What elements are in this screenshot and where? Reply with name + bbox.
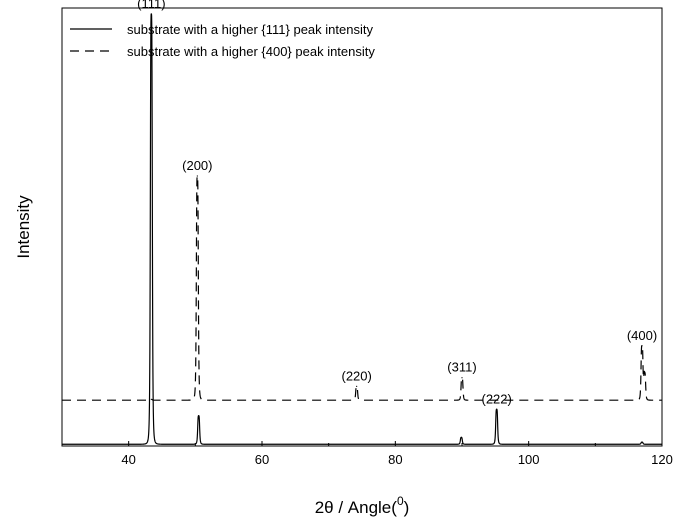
peak-label: (311): [447, 360, 476, 375]
x-tick-label: 100: [518, 452, 540, 467]
peak-point: [196, 175, 198, 177]
peak-label: (400): [627, 328, 657, 343]
x-axis-title: 2θ / Angle(0): [315, 494, 410, 517]
peak-point: [356, 385, 358, 387]
series-line-1: [62, 13, 662, 445]
legend: substrate with a higher {111} peak inten…: [70, 22, 375, 59]
plot-frame: [61, 7, 663, 447]
x-axis-ticks: 40 60 80 100 120: [61, 441, 673, 467]
x-tick-label: 40: [121, 452, 135, 467]
legend-label-2: substrate with a higher {400} peak inten…: [127, 44, 375, 59]
y-axis-title: Intensity: [14, 195, 33, 259]
x-axis-title-main: 2θ / Angle(: [315, 498, 398, 517]
legend-label-1: substrate with a higher {111} peak inten…: [127, 22, 373, 37]
peak-point: [644, 372, 646, 375]
peak-point: [150, 398, 152, 400]
peak-label: (220): [341, 368, 371, 383]
data-layer: [62, 13, 662, 445]
x-tick-label: 80: [388, 452, 402, 467]
peak-point: [150, 13, 152, 15]
peak-label: (200): [182, 158, 212, 173]
x-axis-title-sup: 0: [397, 494, 404, 508]
peak-point: [496, 408, 498, 410]
x-tick-label: 120: [651, 452, 673, 467]
peak-point: [641, 345, 643, 347]
peak-point: [461, 377, 463, 379]
peak-point: [198, 415, 200, 417]
peak-labels: (111) (222) (200) (220) (311) (400): [137, 0, 657, 406]
x-axis-title-close: ): [404, 498, 410, 517]
peak-label: (111): [137, 0, 165, 11]
peak-point: [641, 441, 643, 443]
x-tick-label: 60: [255, 452, 269, 467]
peak-point: [460, 436, 462, 438]
peak-label: (222): [481, 391, 511, 406]
